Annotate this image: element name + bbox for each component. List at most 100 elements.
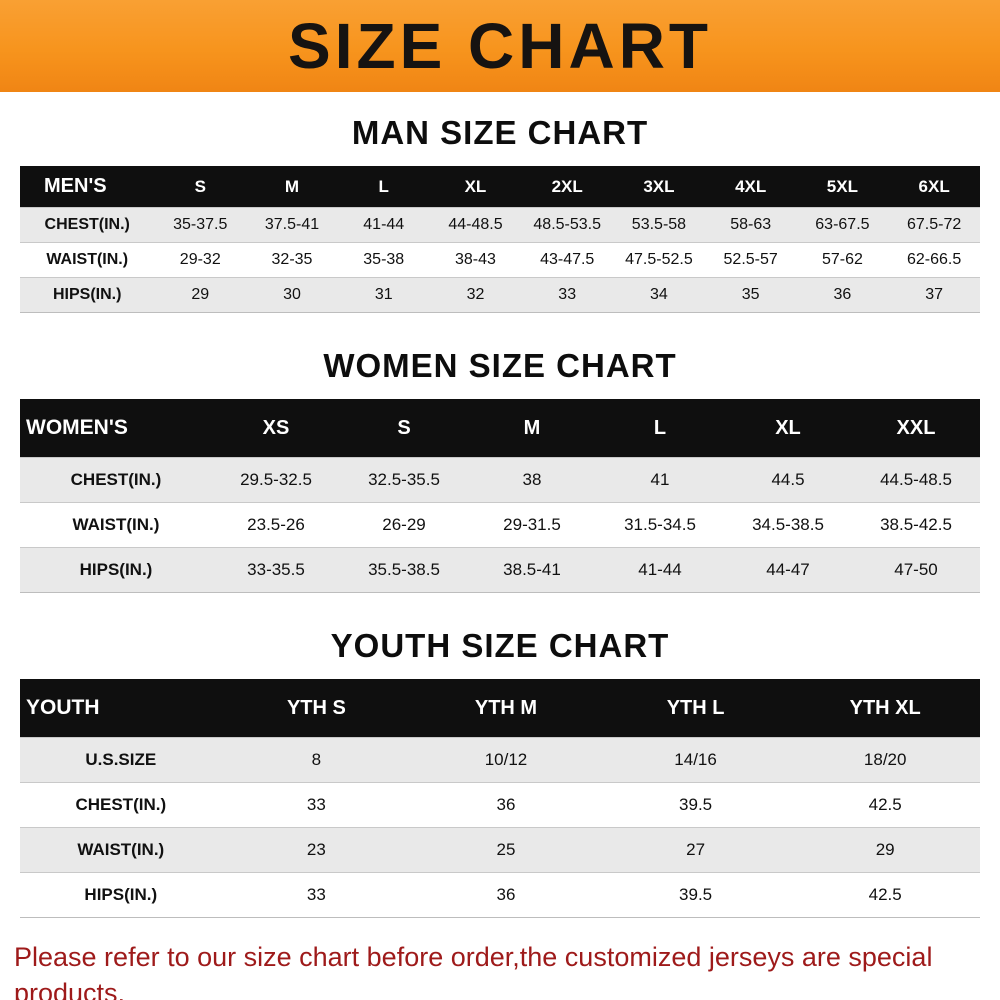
table-cell: 42.5: [790, 782, 980, 828]
row-label: WAIST(IN.): [20, 827, 222, 873]
row-label: HIPS(IN.): [20, 277, 155, 313]
column-header: 2XL: [521, 166, 614, 208]
table-cell: 33-35.5: [212, 547, 340, 593]
row-label: WAIST(IN.): [20, 242, 155, 278]
table-cell: 38: [468, 457, 596, 503]
table-cell: 44-47: [724, 547, 852, 593]
youth-size-chart-table: YOUTH YTH S YTH M YTH L YTH XL U.S.SIZE 8 10/12…: [20, 679, 980, 918]
table-cell: 57-62: [796, 242, 889, 278]
table-cell: 23: [221, 827, 412, 873]
table-cell: 38.5-41: [468, 547, 596, 593]
table-cell: 38.5-42.5: [852, 502, 980, 548]
table-row: WAIST(IN.) 23.5-26 26-29 29-31.5 31.5-34.5 34…: [20, 502, 980, 548]
column-header: 6XL: [888, 166, 980, 208]
table-header-row: MEN'S S M L XL 2XL 3XL 4XL 5XL 6XL: [20, 166, 980, 208]
table-cell: 41-44: [337, 207, 430, 243]
column-header: M: [246, 166, 338, 208]
table-cell: 14/16: [600, 737, 791, 783]
table-cell: 29: [790, 827, 980, 873]
table-cell: 58-63: [704, 207, 797, 243]
table-cell: 37: [888, 277, 980, 313]
table-cell: 44-48.5: [429, 207, 522, 243]
table-cell: 47-50: [852, 547, 980, 593]
table-cell: 35.5-38.5: [340, 547, 468, 593]
table-cell: 53.5-58: [613, 207, 705, 243]
row-label: CHEST(IN.): [20, 457, 212, 503]
table-cell: 33: [521, 277, 614, 313]
youth-size-table-container: YOUTH YTH S YTH M YTH L YTH XL U.S.SIZE 8 10/12…: [20, 679, 980, 918]
table-cell: 29: [154, 277, 247, 313]
table-row: HIPS(IN.) 33-35.5 35.5-38.5 38.5-41 41-44 44-…: [20, 547, 980, 593]
table-cell: 41-44: [596, 547, 724, 593]
table-cell: 29.5-32.5: [212, 457, 340, 503]
table-cell: 26-29: [340, 502, 468, 548]
table-cell: 44.5-48.5: [852, 457, 980, 503]
table-cell: 36: [796, 277, 889, 313]
row-label: CHEST(IN.): [20, 207, 155, 243]
table-cell: 63-67.5: [796, 207, 889, 243]
table-cell: 35-37.5: [154, 207, 247, 243]
table-cell: 41: [596, 457, 724, 503]
table-cell: 44.5: [724, 457, 852, 503]
women-section-heading: WOMEN SIZE CHART: [323, 347, 677, 384]
table-header-row: YOUTH YTH S YTH M YTH L YTH XL: [20, 679, 980, 738]
table-cell: 42.5: [790, 872, 980, 918]
table-cell: 33: [221, 872, 412, 918]
column-header: S: [340, 399, 468, 458]
row-label: HIPS(IN.): [20, 547, 212, 593]
table-cell: 32-35: [246, 242, 338, 278]
table-cell: 36: [411, 872, 601, 918]
table-row: WAIST(IN.) 23 25 27 29: [20, 827, 980, 873]
table-cell: 25: [411, 827, 601, 873]
table-cell: 10/12: [411, 737, 601, 783]
row-label: WAIST(IN.): [20, 502, 212, 548]
table-cell: 8: [221, 737, 412, 783]
table-cell: 36: [411, 782, 601, 828]
table-row: U.S.SIZE 8 10/12 14/16 18/20: [20, 737, 980, 783]
row-label: HIPS(IN.): [20, 872, 222, 918]
table-row: CHEST(IN.) 29.5-32.5 32.5-35.5 38 41 44.5 44.5…: [20, 457, 980, 503]
column-header: M: [468, 399, 596, 458]
table-row: CHEST(IN.) 35-37.5 37.5-41 41-44 44-48.5 48.5…: [20, 207, 980, 243]
table-cell: 32.5-35.5: [340, 457, 468, 503]
column-header: L: [337, 166, 430, 208]
column-header: 4XL: [704, 166, 797, 208]
table-cell: 37.5-41: [246, 207, 338, 243]
column-header: YTH M: [411, 679, 601, 738]
men-size-chart-table: MEN'S S M L XL 2XL 3XL 4XL 5XL 6XL CHEST(IN.) 35-37…: [20, 166, 980, 313]
banner: SIZE CHART: [0, 0, 1000, 92]
table-cell: 43-47.5: [521, 242, 614, 278]
table-cell: 23.5-26: [212, 502, 340, 548]
section-women: WOMEN SIZE CHART WOMEN'S XS S M L XL XXL CHEST(…: [0, 347, 1000, 593]
column-header: 5XL: [796, 166, 889, 208]
table-cell: 52.5-57: [704, 242, 797, 278]
table-row: CHEST(IN.) 33 36 39.5 42.5: [20, 782, 980, 828]
table-cell: 30: [246, 277, 338, 313]
table-cell: 35: [704, 277, 797, 313]
column-header: S: [154, 166, 247, 208]
table-row: HIPS(IN.) 29 30 31 32 33 34 35 36 37: [20, 277, 980, 313]
women-size-table-container: WOMEN'S XS S M L XL XXL CHEST(IN.) 29.5-32.5 32.5…: [20, 399, 980, 593]
table-cell: 29-32: [154, 242, 247, 278]
table-cell: 39.5: [600, 872, 791, 918]
table-row: HIPS(IN.) 33 36 39.5 42.5: [20, 872, 980, 918]
table-cell: 34: [613, 277, 705, 313]
table-cell: 31: [337, 277, 430, 313]
column-header: XL: [724, 399, 852, 458]
table-cell: 18/20: [790, 737, 980, 783]
column-header: 3XL: [613, 166, 705, 208]
table-title-cell: YOUTH: [20, 679, 222, 738]
table-header-row: WOMEN'S XS S M L XL XXL: [20, 399, 980, 458]
table-cell: 48.5-53.5: [521, 207, 614, 243]
table-cell: 47.5-52.5: [613, 242, 705, 278]
column-header: XXL: [852, 399, 980, 458]
row-label: CHEST(IN.): [20, 782, 222, 828]
table-cell: 35-38: [337, 242, 430, 278]
table-cell: 31.5-34.5: [596, 502, 724, 548]
column-header: L: [596, 399, 724, 458]
column-header: YTH S: [221, 679, 412, 738]
table-title-cell: MEN'S: [20, 166, 155, 208]
column-header: YTH XL: [790, 679, 980, 738]
section-youth: YOUTH SIZE CHART YOUTH YTH S YTH M YTH L YTH…: [0, 627, 1000, 918]
